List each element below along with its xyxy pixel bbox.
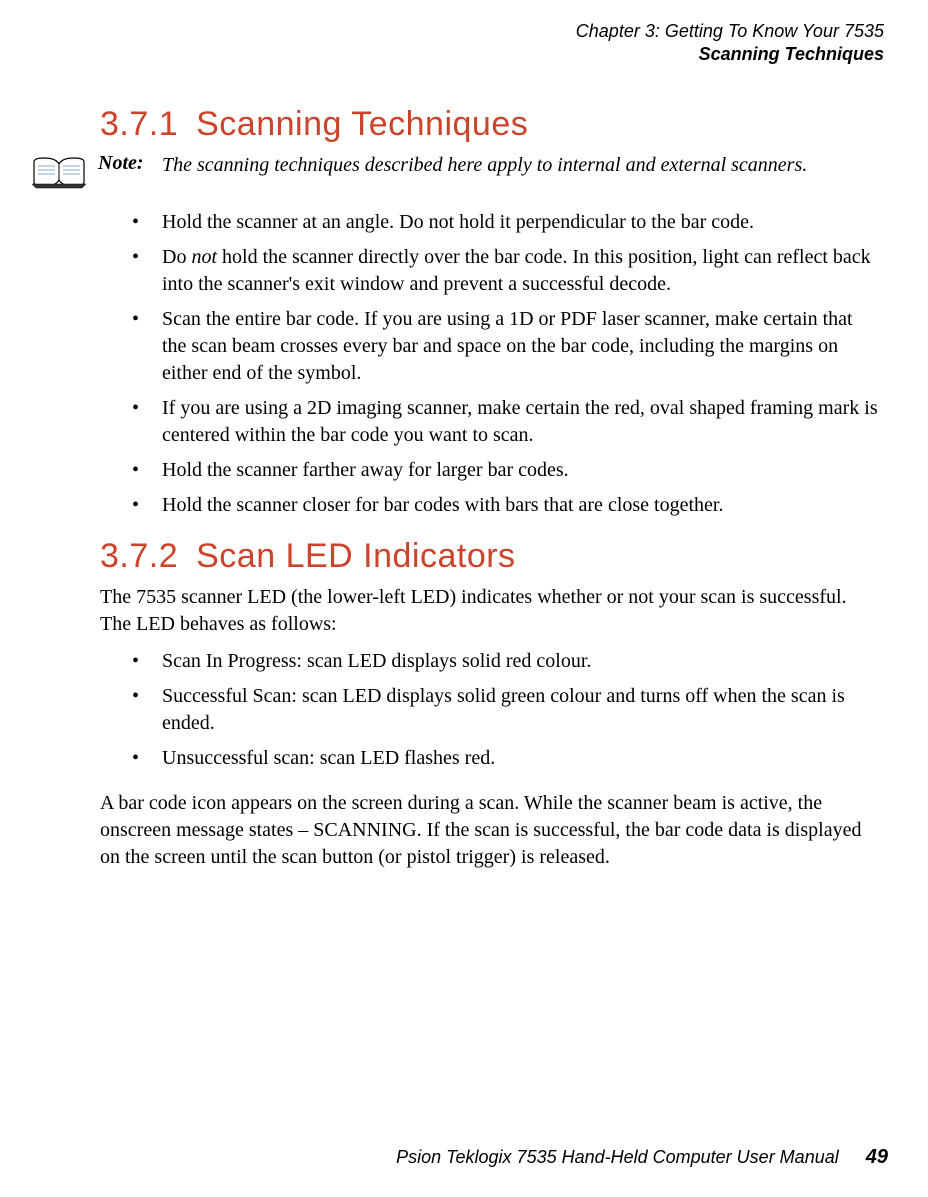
list-item: Hold the scanner farther away for larger…: [100, 457, 878, 484]
note-label: Note:: [98, 152, 162, 175]
page-number: 49: [866, 1146, 888, 1168]
list-item: Hold the scanner closer for bar codes wi…: [100, 492, 878, 519]
list-item: Successful Scan: scan LED displays solid…: [100, 683, 878, 737]
list-item: Scan In Progress: scan LED displays soli…: [100, 648, 878, 675]
page-header: Chapter 3: Getting To Know Your 7535 Sca…: [30, 20, 884, 65]
heading-number: 3.7.1: [100, 105, 178, 143]
note-text: The scanning techniques described here a…: [162, 152, 878, 179]
list-item: If you are using a 2D imaging scanner, m…: [100, 395, 878, 449]
heading-3-7-2: 3.7.2 Scan LED Indicators: [100, 537, 878, 576]
italic-text: not: [191, 246, 217, 268]
heading-number: 3.7.2: [100, 537, 178, 575]
list-item: Scan the entire bar code. If you are usi…: [100, 306, 878, 387]
paragraph: A bar code icon appears on the screen du…: [100, 790, 878, 871]
note-block: Note: The scanning techniques described …: [100, 152, 878, 195]
page-footer: Psion Teklogix 7535 Hand-Held Computer U…: [396, 1146, 888, 1169]
book-icon: [30, 154, 88, 195]
list-item: Unsuccessful scan: scan LED flashes red.: [100, 745, 878, 772]
bullet-list-2: Scan In Progress: scan LED displays soli…: [100, 648, 878, 772]
heading-title: Scanning Techniques: [196, 105, 528, 143]
heading-title: Scan LED Indicators: [196, 537, 515, 575]
header-section: Scanning Techniques: [30, 43, 884, 66]
list-item: Hold the scanner at an angle. Do not hol…: [100, 209, 878, 236]
heading-3-7-1: 3.7.1 Scanning Techniques: [100, 105, 878, 144]
footer-title: Psion Teklogix 7535 Hand-Held Computer U…: [396, 1147, 839, 1167]
header-chapter: Chapter 3: Getting To Know Your 7535: [30, 20, 884, 43]
text-run: Do: [162, 246, 191, 268]
text-run: hold the scanner directly over the bar c…: [162, 246, 871, 295]
bullet-list-1: Hold the scanner at an angle. Do not hol…: [100, 209, 878, 519]
paragraph: The 7535 scanner LED (the lower-left LED…: [100, 584, 878, 638]
page-content: 3.7.1 Scanning Techniques Note: The scann…: [100, 105, 878, 871]
list-item: Do not hold the scanner directly over th…: [100, 244, 878, 298]
